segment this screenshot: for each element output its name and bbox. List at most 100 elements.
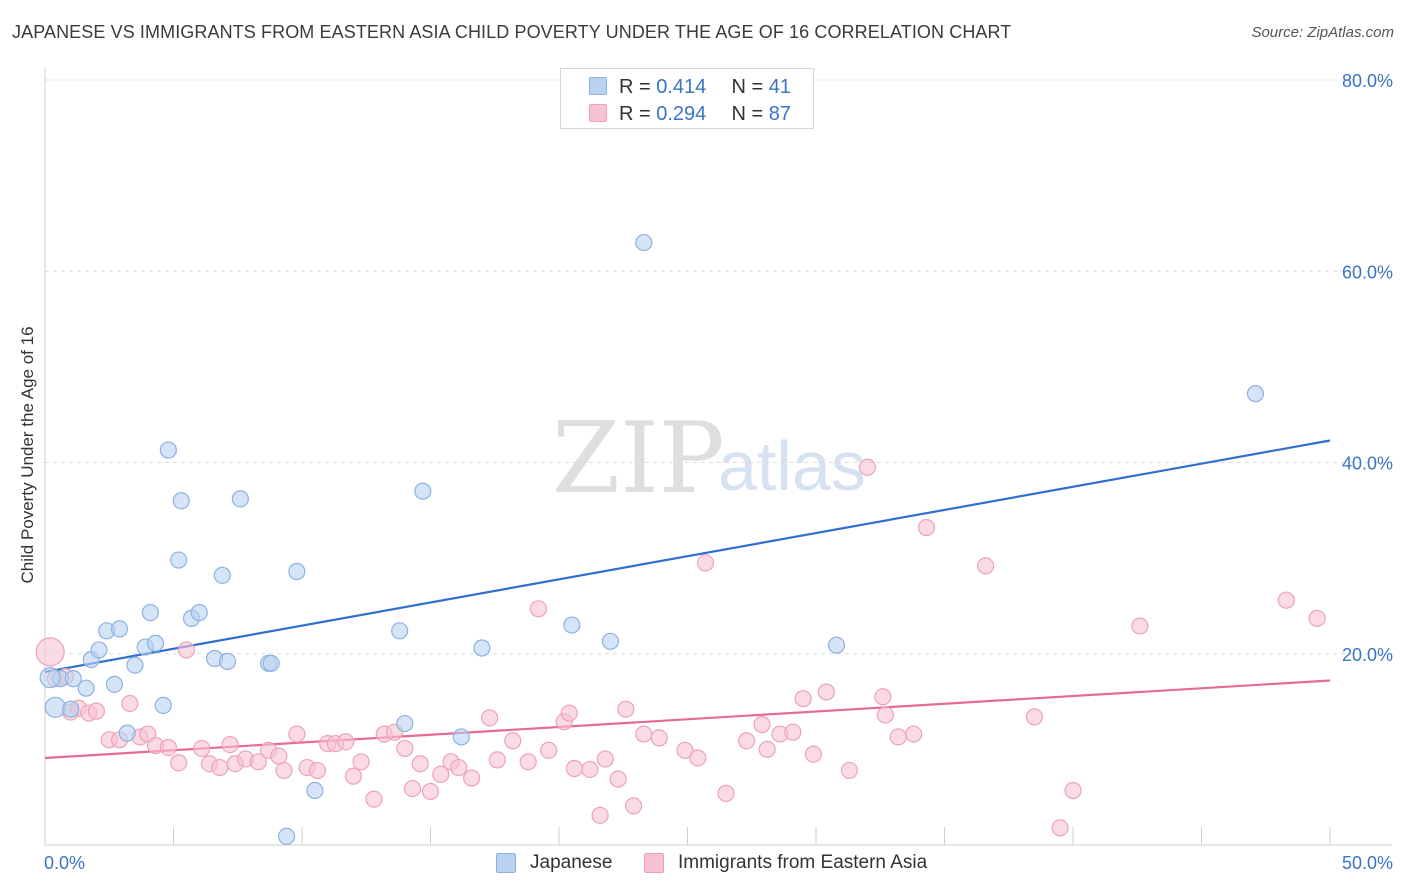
y-tick-label: 40.0%: [1342, 454, 1393, 474]
immigrants-point: [1025, 708, 1044, 726]
immigrants-point: [221, 735, 239, 754]
immigrants-point: [463, 769, 481, 787]
japanese-trendline: [44, 439, 1331, 674]
immigrants-point: [804, 745, 823, 763]
tick-labels: 20.0% 40.0% 60.0% 80.0% 0.0% 50.0%: [44, 71, 1393, 873]
immigrants-point: [177, 641, 195, 659]
immigrants-point: [560, 704, 578, 722]
immigrants-point: [352, 753, 370, 771]
japanese-point: [141, 604, 159, 622]
japanese-point: [159, 441, 177, 459]
immigrants-point: [1277, 591, 1295, 609]
japanese-point: [118, 724, 136, 742]
points: [35, 233, 1326, 845]
immigrants-point: [488, 751, 506, 769]
gridlines: [45, 79, 1392, 655]
chart-title: JAPANESE VS IMMIGRANTS FROM EASTERN ASIA…: [12, 22, 1012, 42]
axes: [44, 68, 1392, 846]
immigrants-point: [121, 694, 139, 713]
immigrants-point: [565, 759, 584, 778]
immigrants-point: [717, 784, 735, 802]
japanese-point: [172, 492, 190, 510]
immigrants-point: [308, 761, 327, 780]
n-label: N =: [731, 103, 769, 125]
immigrants-point: [421, 782, 440, 801]
japanese-point: [62, 700, 80, 718]
immigrants-point: [396, 739, 414, 758]
immigrants-point: [794, 690, 812, 708]
immigrants-point: [696, 554, 715, 572]
watermark-atlas: atlas: [718, 427, 866, 505]
japanese-point: [231, 490, 249, 508]
japanese-point: [601, 632, 620, 650]
japanese-point: [105, 675, 123, 693]
japanese-point: [635, 233, 653, 252]
japanese-point: [190, 604, 208, 622]
immigrants-point: [689, 749, 707, 767]
immigrants-point: [1308, 609, 1326, 627]
immigrants-point: [288, 725, 306, 743]
immigrants-point: [840, 761, 859, 780]
japanese-point: [154, 696, 172, 714]
immigrants-point: [596, 750, 614, 768]
immigrants-point: [170, 754, 188, 772]
y-tick-label: 60.0%: [1342, 262, 1393, 282]
immigrants-point: [411, 755, 429, 773]
stats-legend: R = 0.414 N = 41 R = 0.294 N = 87: [560, 68, 814, 129]
japanese-point: [126, 656, 144, 674]
r-value: 0.414: [656, 76, 707, 98]
immigrants-legend-swatch: [644, 853, 664, 873]
source-label: Source: ZipAtlas.com: [1251, 24, 1394, 41]
immigrants-point: [519, 753, 537, 771]
watermark-zip: ZIP: [552, 402, 725, 516]
immigrants-point: [1051, 819, 1069, 837]
immigrants-swatch: [589, 104, 607, 122]
japanese-point: [414, 482, 432, 500]
r-value: 0.294: [656, 103, 707, 125]
immigrants-point: [635, 725, 653, 743]
japanese-point: [110, 620, 129, 638]
immigrants-point: [481, 709, 499, 727]
japanese-legend-swatch: [496, 853, 516, 873]
immigrants-point: [159, 738, 177, 757]
immigrants-point: [624, 797, 643, 815]
immigrants-trendline: [44, 679, 1331, 760]
japanese-point: [146, 634, 165, 652]
immigrants-point: [403, 779, 422, 798]
japanese-point: [170, 551, 188, 569]
y-tick-label: 80.0%: [1342, 71, 1393, 91]
japanese-point: [277, 827, 296, 845]
n-label: N =: [731, 76, 769, 98]
japanese-point: [218, 652, 237, 671]
legend-label: Japanese: [530, 852, 613, 873]
immigrants-point: [591, 806, 609, 824]
immigrants-point: [1131, 617, 1149, 635]
japanese-point: [288, 562, 306, 581]
immigrants-point: [432, 765, 450, 783]
immigrants-point: [784, 723, 802, 741]
immigrants-point: [650, 729, 668, 747]
r-label: R =: [619, 76, 657, 98]
japanese-point: [77, 679, 95, 697]
immigrants-point: [450, 758, 468, 777]
immigrants-point: [193, 739, 211, 758]
immigrants-point: [365, 790, 383, 808]
n-value: 41: [768, 76, 791, 98]
immigrants-point: [758, 740, 776, 758]
immigrants-point: [609, 770, 627, 788]
japanese-point: [1246, 385, 1265, 403]
japanese-swatch: [589, 77, 607, 95]
immigrants-point: [249, 753, 267, 771]
immigrants-point: [275, 761, 293, 780]
immigrants-point: [504, 732, 522, 750]
immigrants-point: [87, 702, 106, 720]
japanese-point: [39, 667, 61, 689]
japanese-point: [64, 670, 82, 688]
immigrants-point: [211, 758, 229, 777]
immigrants-point: [540, 741, 558, 759]
immigrants-point: [874, 688, 892, 706]
immigrants-point: [889, 728, 907, 746]
japanese-point: [262, 654, 280, 672]
immigrants-point: [977, 557, 995, 575]
